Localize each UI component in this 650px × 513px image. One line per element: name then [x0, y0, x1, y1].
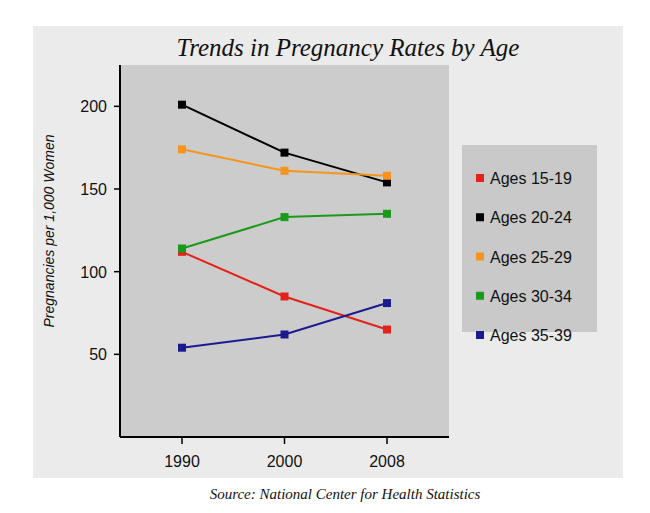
background	[33, 26, 623, 478]
legend-label: Ages 30-34	[490, 288, 572, 305]
legend-label: Ages 20-24	[490, 209, 572, 226]
x-tick	[284, 437, 286, 444]
legend-swatch	[476, 331, 484, 339]
point	[383, 172, 391, 180]
source: Source: National Center for Health Stati…	[210, 486, 481, 502]
point	[281, 149, 289, 157]
x-tick	[181, 437, 183, 444]
title: Trends in Pregnancy Rates by Age	[177, 34, 520, 61]
point	[281, 167, 289, 175]
series-line	[182, 214, 387, 249]
series-line	[182, 149, 387, 175]
point	[383, 299, 391, 307]
y-axis-label: Pregnancies per 1,000 Women	[41, 134, 57, 327]
x-tick-label: 2008	[369, 453, 405, 470]
y-tick-label: 200	[80, 98, 107, 115]
series-line	[182, 252, 387, 330]
legend-swatch	[476, 253, 484, 261]
point	[178, 145, 186, 153]
chart: Trends in Pregnancy Rates by Age Pregnanc…	[0, 0, 650, 513]
point	[281, 213, 289, 221]
legend	[462, 145, 597, 332]
point	[281, 292, 289, 300]
y-tick-label: 150	[80, 181, 107, 198]
legend-swatch	[476, 174, 484, 182]
point	[281, 330, 289, 338]
x-tick-label: 1990	[164, 453, 200, 470]
point	[178, 101, 186, 109]
y-axis	[119, 65, 121, 437]
series-line	[182, 303, 387, 348]
x-tick-label: 2000	[267, 453, 303, 470]
plot-area	[120, 65, 449, 437]
legend-swatch	[476, 213, 484, 221]
y-tick-label: 50	[89, 346, 107, 363]
point	[383, 326, 391, 334]
x-axis	[120, 436, 449, 438]
point	[178, 344, 186, 352]
x-tick	[386, 437, 388, 444]
y-tick-label: 100	[80, 264, 107, 281]
legend-swatch	[476, 292, 484, 300]
legend-label: Ages 15-19	[490, 170, 572, 187]
point	[383, 210, 391, 218]
series-line	[182, 105, 387, 183]
legend-label: Ages 25-29	[490, 249, 572, 266]
legend-label: Ages 35-39	[490, 327, 572, 344]
series-group	[178, 101, 391, 352]
point	[178, 245, 186, 253]
